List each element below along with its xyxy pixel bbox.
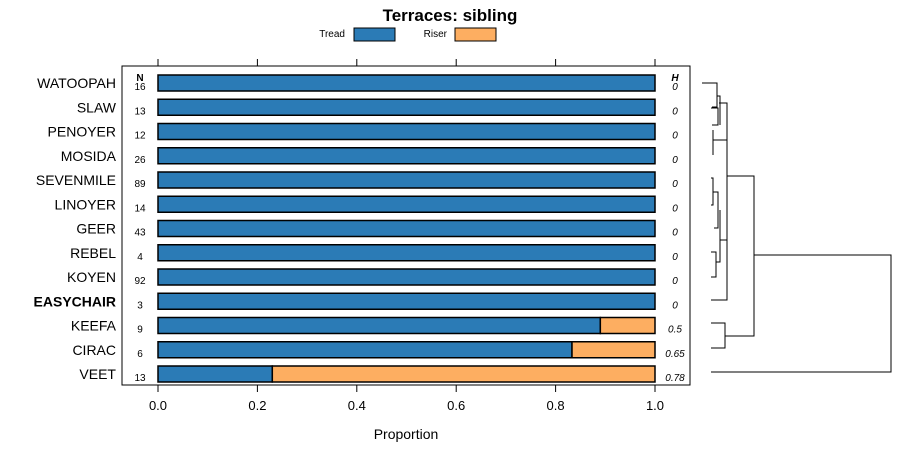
category-label: EASYCHAIR xyxy=(34,293,116,309)
h-value: 0.78 xyxy=(665,373,685,384)
h-value: 0 xyxy=(672,155,678,166)
x-axis-title: Proportion xyxy=(374,426,439,442)
category-label: REBEL xyxy=(70,245,116,261)
category-label: KOYEN xyxy=(67,269,116,285)
bar-tread-cirac xyxy=(157,341,573,359)
dendrogram-branch xyxy=(711,107,719,126)
bar-tread-mosida xyxy=(157,147,656,165)
h-value: 0 xyxy=(672,106,678,117)
n-value: 92 xyxy=(134,276,146,287)
h-column-header: H xyxy=(671,73,679,84)
category-label: GEER xyxy=(76,221,116,237)
dendrogram-branch xyxy=(720,140,728,241)
n-value: 4 xyxy=(137,252,143,263)
dendrogram-branch xyxy=(713,191,719,229)
legend-label-tread: Tread xyxy=(319,29,345,40)
x-tick-label: 1.0 xyxy=(646,398,664,413)
bar-tread-veet xyxy=(157,365,274,383)
bar-tread-geer xyxy=(157,219,656,238)
legend: Tread Riser xyxy=(319,27,497,42)
category-label: KEEFA xyxy=(71,318,117,334)
chart-title: Terraces: sibling xyxy=(383,6,518,25)
x-tick-label: 0.0 xyxy=(149,398,167,413)
labels-layer: WATOOPAH 16 0 SLAW 13 0 PENOYER 12 0 MOSIDA 26 0 SEV… xyxy=(34,75,686,384)
dendrogram xyxy=(702,82,892,373)
x-tick-label: 0.8 xyxy=(547,398,565,413)
plot-frame xyxy=(121,65,691,386)
bar-tread-rebel xyxy=(157,244,656,262)
n-column-header: N xyxy=(136,73,143,84)
n-value: 12 xyxy=(134,131,146,142)
n-value: 3 xyxy=(137,300,143,311)
n-value: 13 xyxy=(134,106,146,117)
n-value: 16 xyxy=(134,82,146,93)
bar-riser-cirac xyxy=(571,341,656,359)
n-value: 9 xyxy=(137,325,143,336)
bar-tread-slaw xyxy=(157,98,656,116)
h-value: 0 xyxy=(672,300,678,311)
category-label: LINOYER xyxy=(55,196,116,212)
dendrogram-branch xyxy=(716,210,721,263)
category-label: SEVENMILE xyxy=(36,172,116,188)
bar-tread-watoopah xyxy=(157,74,656,92)
category-label: WATOOPAH xyxy=(37,75,116,91)
h-value: 0 xyxy=(672,252,678,263)
h-value: 0 xyxy=(672,203,678,214)
dendrogram-branch xyxy=(713,102,728,141)
dendrogram-branch xyxy=(711,251,717,278)
n-value: 26 xyxy=(134,155,146,166)
h-value: 0 xyxy=(672,276,678,287)
bar-tread-linoyer xyxy=(157,195,656,213)
h-value: 0 xyxy=(672,179,678,190)
dendrogram-branch xyxy=(711,177,714,206)
category-label: PENOYER xyxy=(48,124,116,140)
dendrogram-branch xyxy=(711,240,728,301)
n-value: 6 xyxy=(137,349,143,360)
dendrogram-branch xyxy=(717,95,721,125)
x-tick-label: 0.2 xyxy=(248,398,266,413)
h-value: 0 xyxy=(672,131,678,142)
category-label: CIRAC xyxy=(72,342,116,358)
bar-tread-penoyer xyxy=(157,122,656,141)
x-tick-label: 0.6 xyxy=(447,398,465,413)
legend-swatch-tread xyxy=(353,27,396,42)
category-label: MOSIDA xyxy=(61,148,117,164)
bar-tread-sevenmile xyxy=(157,171,656,189)
x-tick-label: 0.4 xyxy=(348,398,366,413)
legend-swatch-riser xyxy=(454,27,497,42)
bar-tread-keefa xyxy=(157,316,602,335)
category-label: VEET xyxy=(79,366,116,382)
n-value: 43 xyxy=(134,228,146,239)
category-label: SLAW xyxy=(77,99,117,115)
bar-tread-easychair xyxy=(157,292,656,310)
bar-tread-koyen xyxy=(157,268,656,286)
n-value: 14 xyxy=(134,203,146,214)
h-value: 0 xyxy=(672,82,678,93)
n-value: 89 xyxy=(134,179,146,190)
dendrogram-root xyxy=(711,254,892,373)
bar-riser-veet xyxy=(271,365,656,383)
bar-riser-keefa xyxy=(599,316,656,335)
x-axis: 0.0 0.2 0.4 0.6 0.8 1.0 xyxy=(149,59,664,413)
legend-label-riser: Riser xyxy=(424,29,448,40)
h-value: 0.65 xyxy=(665,349,685,360)
h-value: 0 xyxy=(672,228,678,239)
dendrogram-branch xyxy=(725,175,755,337)
h-value: 0.5 xyxy=(668,325,682,336)
dendrogram-branch xyxy=(702,82,718,108)
bars-layer xyxy=(157,74,656,383)
n-value: 13 xyxy=(134,373,146,384)
dendrogram-branch xyxy=(711,322,726,349)
